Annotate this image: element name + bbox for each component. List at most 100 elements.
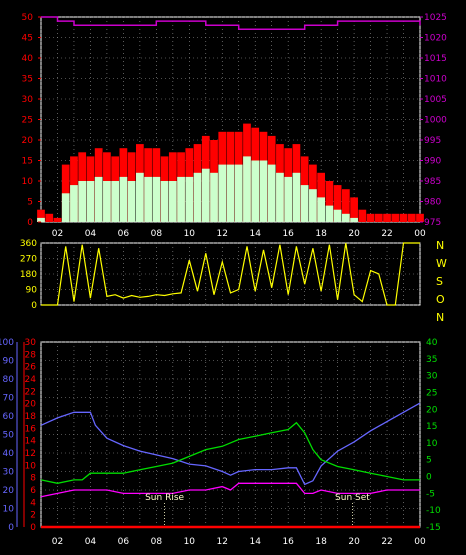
gust-bar [399, 213, 408, 222]
rain-tick-label: 30 [25, 338, 37, 348]
temperature-line [40, 421, 420, 484]
time-tick-label: 14 [249, 537, 261, 547]
gust-bar [37, 209, 45, 222]
rain-tick-label: 0 [30, 523, 36, 533]
gust-bar [341, 189, 350, 222]
time-tick-label: 18 [315, 537, 327, 547]
wind-tick-label: 0 [27, 218, 33, 228]
temperature-tick-label: -10 [426, 506, 441, 516]
temperature-tick-label: -15 [426, 523, 441, 533]
rain-tick-label: 24 [25, 375, 37, 385]
gust-bar [416, 213, 424, 222]
mean-wind-bar [103, 181, 111, 222]
mean-wind-bar [292, 172, 301, 222]
mean-wind-bar [78, 181, 87, 222]
rain-tick-label: 14 [25, 437, 37, 447]
temperature-tick-label: -5 [426, 489, 435, 499]
rain-tick-label: 22 [25, 387, 36, 397]
time-tick-label: 12 [217, 229, 228, 239]
sunset-label: Sun Set [335, 493, 370, 503]
gust-bar [383, 213, 391, 222]
humidity-tick-label: 30 [3, 468, 15, 478]
time-tick-label: 18 [315, 229, 327, 239]
gust-bar [333, 185, 342, 222]
time-tick-label: 02 [52, 229, 63, 239]
humidity-tick-label: 70 [3, 394, 15, 404]
time-tick-label: 04 [85, 537, 97, 547]
sunrise-label: Sun Rise [145, 493, 184, 503]
mean-wind-bar [226, 164, 235, 222]
humidity-tick-label: 80 [3, 375, 15, 385]
dewpoint-label: Taupunkt [391, 320, 443, 333]
temperature-tick-label: 20 [426, 405, 438, 415]
time-tick-label: 14 [249, 229, 261, 239]
gust-bar [374, 213, 383, 222]
mean-wind-bar [210, 172, 218, 222]
rain-tick-label: 2 [30, 511, 36, 521]
pressure-tick-label: 985 [424, 177, 441, 187]
wind-tick-label: 10 [22, 177, 34, 187]
rain-tick-label: 6 [30, 486, 36, 496]
gust-bar [358, 209, 367, 222]
humidity-tick-label: 100 [0, 338, 14, 348]
mean-wind-bar [136, 172, 144, 222]
mean-wind-bar [127, 181, 136, 222]
time-tick-label: 10 [184, 229, 196, 239]
pressure-tick-label: 995 [424, 136, 441, 146]
humidity-tick-label: 90 [3, 357, 15, 367]
mean-wind-bar [300, 185, 309, 222]
direction-tick-label: 180 [20, 270, 37, 280]
mean-wind-bar [259, 160, 268, 222]
wind-tick-label: 40 [22, 54, 34, 64]
compass-label: N [436, 311, 444, 324]
mean-wind-bar [341, 213, 350, 222]
mean-wind-bar [201, 168, 210, 222]
gust-bar [45, 213, 54, 222]
pressure-tick-label: 1020 [424, 34, 447, 44]
time-tick-label: 04 [85, 229, 97, 239]
gust-bar [366, 213, 375, 222]
humidity-tick-label: 10 [3, 505, 15, 515]
direction-tick-label: 270 [20, 255, 37, 265]
humidity-label: Luftfeuchte [66, 320, 129, 333]
pressure-tick-label: 1005 [424, 95, 447, 105]
direction-tick-label: 90 [26, 286, 38, 296]
time-tick-label: 12 [217, 537, 228, 547]
rain-tick-label: 4 [30, 498, 36, 508]
time-tick-label: 00 [414, 537, 426, 547]
compass-label: N [436, 239, 444, 252]
mean-wind-bar [243, 156, 251, 222]
mean-wind-bar [251, 160, 260, 222]
humidity-tick-label: 40 [3, 449, 15, 459]
rain-label: Regen [0, 320, 35, 333]
wind-tick-label: 25 [22, 116, 33, 126]
humidity-line [40, 402, 421, 486]
direction-tick-label: 0 [31, 301, 37, 311]
humidity-tick-label: 0 [8, 523, 14, 533]
compass-label: W [436, 257, 447, 270]
mean-wind-bar [317, 197, 325, 222]
wind-tick-label: 15 [22, 157, 33, 167]
gust-bar [407, 213, 416, 222]
time-tick-label: 00 [414, 229, 426, 239]
time-tick-label: 22 [381, 537, 392, 547]
mean-wind-bar [94, 176, 103, 222]
temperature-tick-label: 10 [426, 439, 438, 449]
temperature-tick-label: 5 [426, 456, 432, 466]
temperature-label: Temperatur [311, 320, 376, 333]
pressure-tick-label: 980 [424, 198, 441, 208]
mean-wind-bar [61, 193, 70, 222]
time-tick-label: 08 [151, 229, 163, 239]
time-tick-label: 16 [282, 229, 294, 239]
chart-title: 24 hour graph date 10 März 2015 [172, 0, 358, 12]
mean-wind-bar [168, 181, 177, 222]
humidity-tick-label: 50 [3, 431, 15, 441]
pressure-line [41, 16, 421, 31]
wind-tick-label: 35 [22, 75, 33, 85]
mean-wind-bar [37, 217, 45, 222]
temperature-tick-label: 30 [426, 372, 438, 382]
gust-bar [350, 197, 358, 222]
pressure-tick-label: 975 [424, 218, 441, 228]
